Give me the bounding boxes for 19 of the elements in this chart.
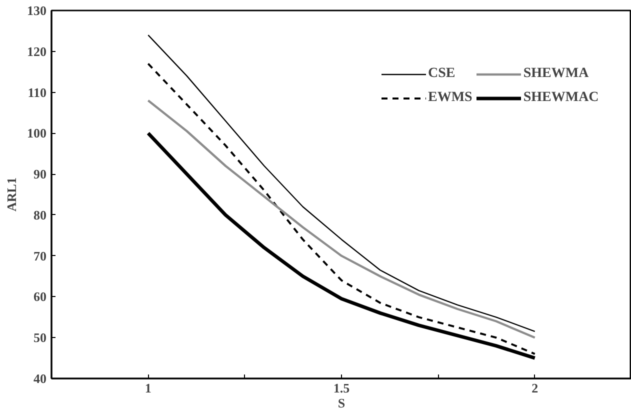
y-tick-label: 100	[27, 126, 46, 141]
y-tick-label: 90	[34, 166, 46, 182]
y-tick-label: 110	[28, 84, 47, 100]
y-tick-label: 80	[34, 207, 46, 222]
y-tick-label: 120	[27, 44, 46, 59]
y-tick-label: 50	[34, 330, 46, 346]
legend-label: SHEWMA	[523, 66, 589, 82]
x-axis-title: S	[338, 396, 346, 410]
y-tick-label: 70	[34, 248, 46, 264]
legend-label: EWMS	[428, 90, 472, 106]
x-tick-label: 1.5	[333, 380, 350, 396]
x-tick-label: 1	[144, 380, 152, 396]
x-tick-label: 2	[532, 380, 538, 396]
y-tick-label: 60	[34, 289, 46, 304]
y-tick-label: 40	[34, 371, 46, 386]
legend-label: SHEWMAC	[523, 90, 599, 106]
y-tick-label: 130	[27, 3, 46, 18]
legend-label: CSE	[428, 66, 456, 82]
y-axis-title: ARL1	[4, 178, 19, 212]
